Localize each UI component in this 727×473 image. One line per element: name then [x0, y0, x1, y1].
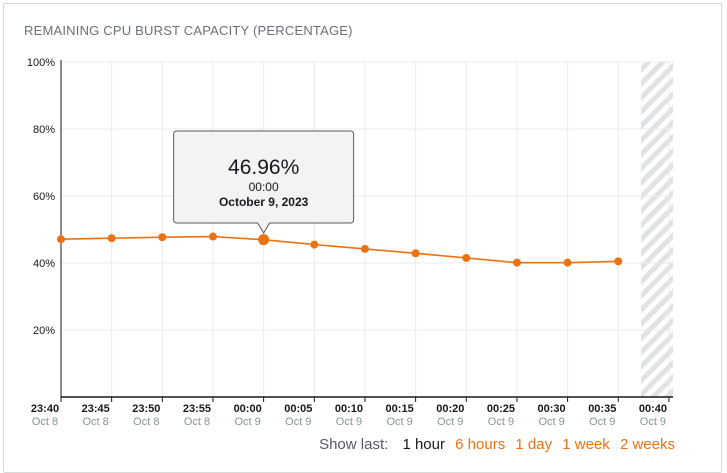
range-option-6-hours[interactable]: 6 hours — [455, 436, 506, 453]
x-tick-time: 00:20 — [436, 403, 464, 415]
x-tick-date: Oct 9 — [437, 416, 463, 428]
x-tick-date: Oct 8 — [184, 416, 210, 428]
x-tick-date: Oct 9 — [285, 416, 311, 428]
data-point — [411, 249, 420, 258]
data-point — [208, 232, 217, 241]
x-tick-time: 00:05 — [284, 403, 312, 415]
y-tick-label: 40% — [33, 258, 55, 270]
x-tick-time: 23:50 — [132, 403, 160, 415]
x-tick-time: 00:30 — [538, 403, 566, 415]
data-point — [462, 253, 471, 262]
x-tick-date: Oct 9 — [640, 416, 666, 428]
x-tick-date: Oct 8 — [133, 416, 159, 428]
range-option-1-week[interactable]: 1 week — [562, 436, 610, 453]
tooltip-date: October 9, 2023 — [219, 195, 309, 209]
y-tick-label: 80% — [33, 124, 55, 136]
data-point — [107, 234, 116, 243]
x-tick-time: 00:25 — [487, 403, 515, 415]
data-point — [563, 258, 572, 267]
x-tick-date: Oct 8 — [32, 416, 58, 428]
y-tick-label: 20% — [33, 325, 55, 337]
tooltip-time: 00:00 — [249, 180, 279, 194]
data-point — [310, 240, 319, 249]
x-tick-time: 23:40 — [31, 403, 59, 415]
tooltip-box — [173, 130, 355, 234]
y-tick-label: 100% — [27, 57, 55, 69]
data-point — [258, 234, 270, 246]
range-option-1-hour[interactable]: 1 hour — [402, 436, 445, 453]
x-tick-date: Oct 8 — [83, 416, 109, 428]
data-point — [512, 258, 521, 267]
x-tick-date: Oct 9 — [538, 416, 564, 428]
x-tick-time: 00:35 — [588, 403, 616, 415]
no-data-region — [641, 62, 673, 397]
data-point — [614, 257, 623, 266]
x-tick-time: 23:45 — [82, 403, 110, 415]
x-tick-date: Oct 9 — [589, 416, 615, 428]
tooltip-value: 46.96% — [228, 156, 299, 179]
x-tick-date: Oct 9 — [336, 416, 362, 428]
x-tick-date: Oct 9 — [488, 416, 514, 428]
show-last-label: Show last: — [319, 436, 389, 453]
x-tick-date: Oct 9 — [234, 416, 260, 428]
chart-title: REMAINING CPU BURST CAPACITY (PERCENTAGE… — [24, 23, 353, 38]
x-tick-date: Oct 9 — [386, 416, 412, 428]
y-tick-label: 60% — [33, 191, 55, 203]
x-tick-time: 00:15 — [386, 403, 414, 415]
range-option-2-weeks[interactable]: 2 weeks — [619, 436, 675, 453]
range-option-1-day[interactable]: 1 day — [515, 436, 553, 453]
x-tick-time: 00:00 — [234, 403, 262, 415]
data-point — [57, 235, 65, 244]
x-tick-time: 00:40 — [639, 403, 667, 415]
x-tick-time: 23:55 — [183, 403, 211, 415]
data-point — [360, 244, 369, 253]
time-range-selector: Show last: 1 hour 6 hours 1 day 1 week 2… — [319, 436, 675, 453]
x-tick-time: 00:10 — [335, 403, 363, 415]
data-point — [158, 233, 167, 242]
series-line — [60, 235, 619, 264]
